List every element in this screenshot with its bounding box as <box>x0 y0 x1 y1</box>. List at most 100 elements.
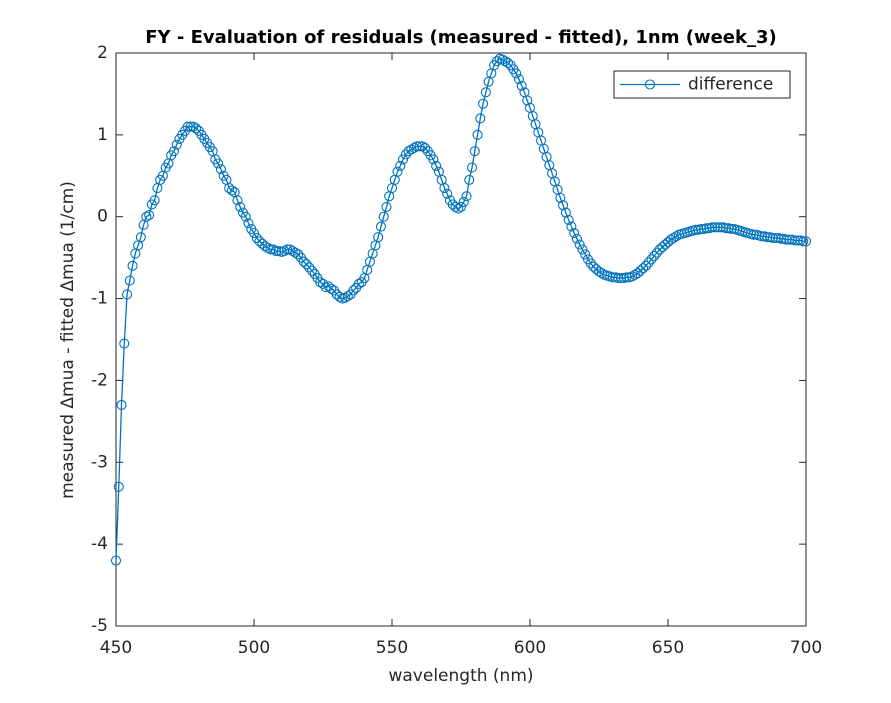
data-point <box>392 166 403 177</box>
data-point <box>450 201 461 212</box>
data-point <box>756 231 767 242</box>
plot-area <box>115 52 807 627</box>
data-point <box>340 292 351 303</box>
data-point <box>395 160 406 172</box>
data-point <box>789 235 801 246</box>
data-point <box>168 146 180 157</box>
data-point <box>397 154 409 165</box>
y-tick-label: -4 <box>91 534 108 554</box>
data-point <box>798 236 809 247</box>
data-point <box>113 481 124 492</box>
data-point <box>317 278 329 289</box>
data-point <box>215 164 226 175</box>
data-point <box>665 234 676 245</box>
y-tick-label: -3 <box>91 452 108 472</box>
data-point <box>428 154 439 165</box>
data-point <box>569 228 580 239</box>
data-point <box>381 201 392 212</box>
data-point <box>243 218 254 229</box>
data-point <box>110 555 122 566</box>
data-point <box>497 54 508 65</box>
data-point <box>491 56 502 67</box>
x-tick-label: 700 <box>790 638 822 658</box>
data-point <box>235 201 246 212</box>
data-point <box>646 254 657 265</box>
data-point <box>149 195 160 206</box>
data-point <box>571 233 582 244</box>
data-point <box>627 271 638 282</box>
data-point <box>555 192 566 203</box>
data-point <box>141 211 152 222</box>
data-point <box>522 95 533 106</box>
data-point <box>431 160 442 172</box>
data-point <box>800 236 812 247</box>
data-point <box>271 246 282 257</box>
data-point <box>563 214 574 226</box>
x-tick-label: 500 <box>238 638 270 658</box>
data-point <box>348 285 359 296</box>
data-point <box>712 222 723 233</box>
data-point <box>334 291 345 302</box>
data-point <box>478 98 489 109</box>
data-point <box>701 223 712 234</box>
data-point <box>144 210 155 221</box>
data-point <box>439 183 450 194</box>
data-point <box>240 211 251 222</box>
data-point <box>185 121 196 132</box>
data-point <box>121 289 133 300</box>
data-point <box>464 174 475 185</box>
data-point <box>116 399 127 411</box>
y-axis-label: measured Δmua - fitted Δmua (1/cm) <box>58 181 78 499</box>
data-point <box>378 211 389 222</box>
data-point <box>127 260 138 271</box>
data-point <box>375 221 387 232</box>
data-point <box>668 232 679 244</box>
x-tick-label: 600 <box>514 638 546 658</box>
data-point <box>792 235 803 246</box>
chart-title: FY - Evaluation of residuals (measured -… <box>145 27 776 48</box>
data-point <box>458 196 469 208</box>
data-point <box>649 250 660 262</box>
data-point <box>638 263 649 274</box>
data-point <box>640 260 651 271</box>
data-point <box>226 185 237 196</box>
data-point <box>472 129 483 140</box>
x-tick-label: 550 <box>376 638 408 658</box>
data-point <box>776 233 787 244</box>
x-tick-label: 450 <box>100 638 132 658</box>
data-point <box>414 141 425 152</box>
data-point <box>135 232 146 243</box>
data-point <box>298 256 309 267</box>
data-point <box>480 87 491 98</box>
data-point <box>558 200 569 211</box>
y-tick-label: 1 <box>97 125 108 145</box>
data-point <box>585 258 596 269</box>
x-tick-label: 650 <box>652 638 684 658</box>
data-point <box>442 188 453 199</box>
data-point <box>560 207 571 218</box>
data-point <box>293 249 304 260</box>
data-point <box>279 246 290 257</box>
data-point <box>516 80 527 91</box>
data-point <box>513 74 525 85</box>
data-point <box>124 275 135 286</box>
y-tick-label: 0 <box>97 207 108 227</box>
data-point <box>455 201 467 212</box>
data-point <box>190 123 202 134</box>
data-point <box>119 338 130 349</box>
legend-marker <box>644 79 656 90</box>
data-point <box>353 278 364 289</box>
data-point <box>616 273 627 284</box>
data-point <box>580 249 591 260</box>
data-point <box>466 162 478 173</box>
data-point <box>251 232 262 244</box>
data-point <box>213 158 224 169</box>
data-point <box>696 223 707 235</box>
data-point <box>781 234 792 245</box>
data-point <box>326 283 337 294</box>
x-axis-label: wavelength (nm) <box>388 666 533 686</box>
y-tick-label: 2 <box>97 43 108 63</box>
data-point <box>690 224 701 235</box>
y-tick-label: -1 <box>91 289 108 309</box>
